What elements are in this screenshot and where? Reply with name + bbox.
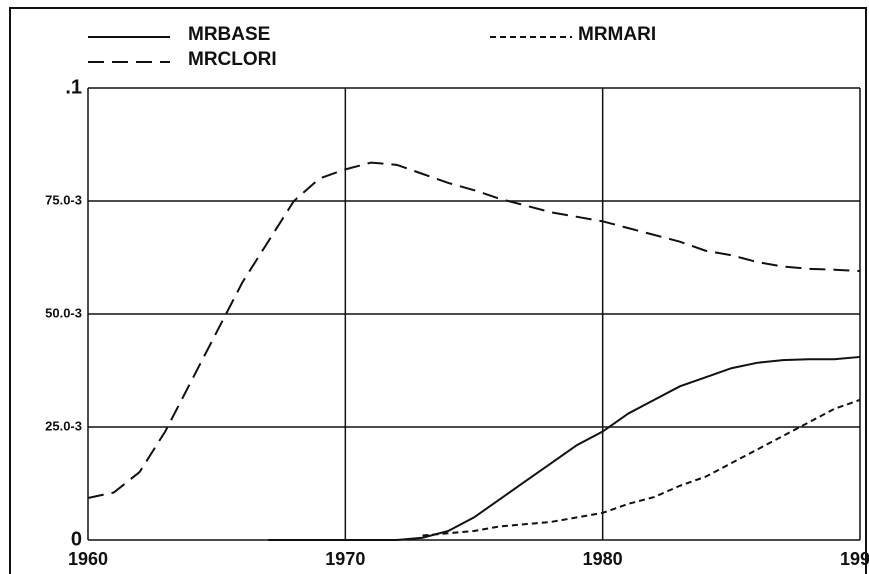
x-tick-label: 1980 — [583, 549, 623, 569]
frame — [9, 7, 867, 574]
series-line — [268, 355, 861, 541]
y-tick-label: 75.0-3 — [45, 192, 82, 207]
y-tick-label: .1 — [65, 76, 82, 98]
y-tick-label: 0 — [71, 528, 82, 550]
series-line — [87, 161, 861, 499]
x-tick-label: 1970 — [325, 549, 365, 569]
y-tick-label: 25.0-3 — [45, 418, 82, 433]
x-tick-label: 1960 — [68, 549, 108, 569]
series-line — [422, 398, 861, 537]
y-tick-label: 50.0-3 — [45, 305, 82, 320]
x-tick-label: 1990 — [840, 549, 869, 569]
legend-label: MRMARI — [578, 24, 656, 45]
legend-label: MRCLORI — [188, 49, 277, 70]
legend-label: MRBASE — [188, 24, 270, 45]
